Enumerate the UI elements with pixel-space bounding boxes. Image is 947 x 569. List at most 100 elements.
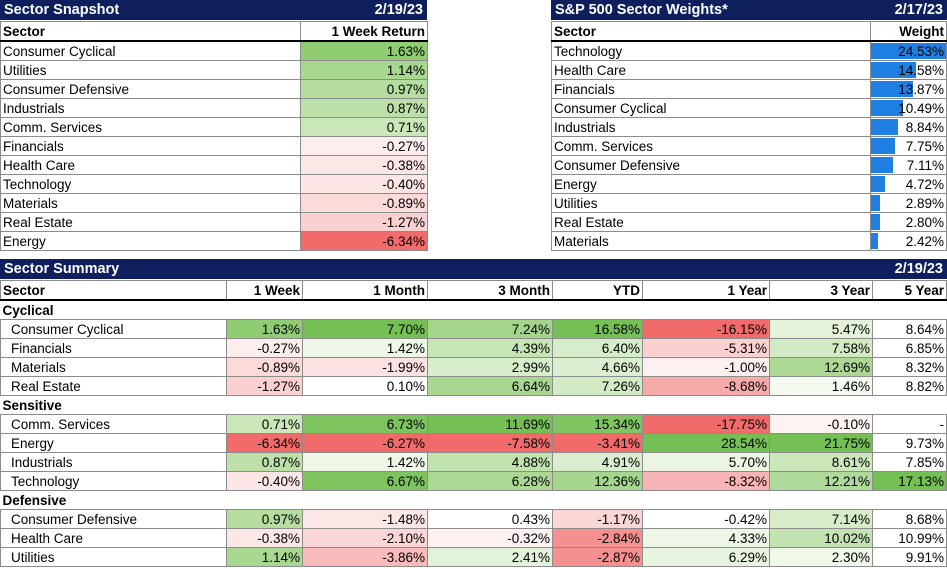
sector-name: Real Estate (0, 376, 227, 396)
return-value: 8.82% (872, 376, 947, 396)
return-value: -0.40% (300, 174, 428, 194)
table-row: Utilities 1.14% (0, 60, 428, 80)
table-row: Health Care 14.58% (551, 60, 947, 80)
table-row: Real Estate -1.27% (0, 212, 428, 232)
table-row: Comm. Services 7.75% (551, 136, 947, 156)
return-value: 6.40% (552, 338, 643, 358)
return-value: -0.27% (226, 338, 303, 358)
sector-name: Technology (551, 40, 871, 61)
return-value: 1.63% (226, 319, 303, 339)
sector-name: Consumer Defensive (0, 509, 227, 529)
weight-value: 7.11% (906, 157, 944, 173)
weight-cell: 2.89% (870, 193, 947, 213)
table-row: Utilities 2.89% (551, 193, 947, 213)
sector-name: Technology (0, 174, 301, 194)
return-value: 28.54% (642, 433, 770, 453)
summary-date: 2/19/23 (894, 261, 943, 277)
return-value: 21.75% (769, 433, 873, 453)
return-value: 8.32% (872, 357, 947, 377)
return-value: 16.58% (552, 319, 643, 339)
return-value: 1.14% (300, 60, 428, 80)
return-value: 8.68% (872, 509, 947, 529)
table-row: Industrials 0.87% 1.42% 4.88% 4.91% 5.70% 8.61… (0, 452, 947, 472)
weights-title: S&P 500 Sector Weights* (555, 2, 728, 18)
summary-col-header: Sector (0, 280, 227, 301)
weight-cell: 13.87% (870, 79, 947, 99)
return-value: 10.99% (872, 528, 947, 548)
table-row: Financials -0.27% 1.42% 4.39% 6.40% -5.31% 7.5… (0, 338, 947, 358)
return-value: 6.73% (302, 414, 428, 434)
sector-name: Real Estate (551, 212, 871, 232)
sector-name: Energy (0, 433, 227, 453)
table-row: Health Care -0.38% (0, 155, 428, 175)
return-value: 4.66% (552, 357, 643, 377)
return-value: 15.34% (552, 414, 643, 434)
snapshot-col-sector: Sector (0, 21, 301, 42)
return-value: -0.89% (226, 357, 303, 377)
weight-value: 8.84% (905, 119, 944, 135)
return-value: 5.47% (769, 319, 873, 339)
return-value: 4.33% (642, 528, 770, 548)
weight-cell: 8.84% (870, 117, 947, 137)
summary-col-header: YTD (552, 280, 643, 301)
return-value: -1.48% (302, 509, 428, 529)
sector-name: Industrials (0, 98, 301, 118)
weight-value: 4.72% (905, 176, 944, 192)
weight-cell: 7.75% (870, 136, 947, 156)
return-value: 1.14% (226, 547, 303, 567)
return-value: - (872, 414, 947, 434)
weight-bar (871, 233, 879, 249)
sector-name: Industrials (0, 452, 227, 472)
sector-name: Industrials (551, 117, 871, 137)
weight-cell: 7.11% (870, 155, 947, 175)
table-row: Energy -6.34% -6.27% -7.58% -3.41% 28.54% 21.7… (0, 433, 947, 453)
weights-table: Sector Weight Technology 24.53% Health Care 1… (551, 21, 947, 251)
summary-header-row: Sector 1 Week 1 Month 3 Month YTD 1 Year 3 Yea… (0, 280, 947, 301)
return-value: 0.87% (226, 452, 303, 472)
table-row: Consumer Defensive 0.97% -1.48% 0.43% -1.17%… (0, 509, 947, 529)
sector-name: Materials (0, 193, 301, 213)
return-value: 8.61% (769, 452, 873, 472)
return-value: -7.58% (427, 433, 553, 453)
weight-bar (871, 119, 899, 135)
weights-col-sector: Sector (551, 21, 871, 42)
group-row: Sensitive (0, 395, 947, 415)
snapshot-table: Sector 1 Week Return Consumer Cyclical 1.63… (0, 21, 428, 251)
return-value: 0.10% (302, 376, 428, 396)
sector-name: Health Care (551, 60, 871, 80)
return-value: -0.38% (300, 155, 428, 175)
return-value: -8.68% (642, 376, 770, 396)
sector-name: Financials (0, 136, 301, 156)
table-row: Energy 4.72% (551, 174, 947, 194)
group-label: Cyclical (0, 299, 947, 320)
weight-cell: 4.72% (870, 174, 947, 194)
summary-col-header: 1 Week (226, 280, 303, 301)
sector-name: Real Estate (0, 212, 301, 232)
return-value: -3.86% (302, 547, 428, 567)
sector-name: Utilities (551, 193, 871, 213)
group-row: Defensive (0, 490, 947, 510)
weight-cell: 2.42% (870, 231, 947, 251)
return-value: 11.69% (427, 414, 553, 434)
sector-name: Consumer Defensive (551, 155, 871, 175)
return-value: 9.91% (872, 547, 947, 567)
weight-bar (871, 195, 880, 211)
return-value: -2.84% (552, 528, 643, 548)
return-value: 7.14% (769, 509, 873, 529)
sector-name: Technology (0, 471, 227, 491)
return-value: 4.88% (427, 452, 553, 472)
table-row: Energy -6.34% (0, 231, 428, 251)
weight-bar (871, 43, 946, 59)
return-value: 6.85% (872, 338, 947, 358)
summary-col-header: 3 Year (769, 280, 873, 301)
table-row: Technology -0.40% (0, 174, 428, 194)
weights-header-row: Sector Weight (551, 21, 947, 42)
table-row: Health Care -0.38% -2.10% -0.32% -2.84% 4.33%… (0, 528, 947, 548)
return-value: 6.64% (427, 376, 553, 396)
table-row: Materials -0.89% -1.99% 2.99% 4.66% -1.00% 12.… (0, 357, 947, 377)
return-value: 0.71% (300, 117, 428, 137)
return-value: -6.34% (300, 231, 428, 251)
return-value: -1.27% (300, 212, 428, 232)
weight-bar (871, 81, 914, 97)
weights-title-bar: S&P 500 Sector Weights* 2/17/23 (551, 0, 947, 20)
